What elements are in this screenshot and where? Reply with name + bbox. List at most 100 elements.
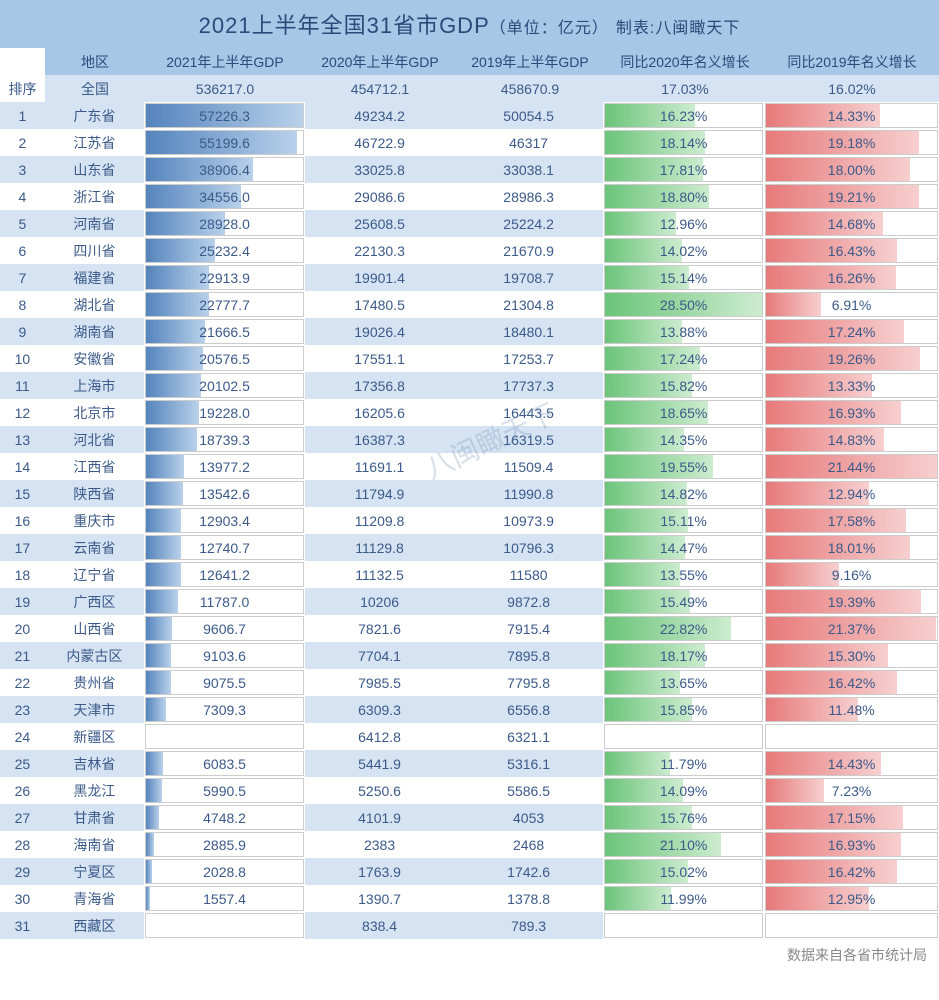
gdp2021-bar-cell: 18739.3 — [145, 427, 304, 452]
growth2020-bar-cell: 15.02% — [604, 859, 763, 884]
growth2019-bar-cell: 17.58% — [765, 508, 938, 533]
rank-cell: 5 — [0, 210, 45, 237]
growth2020-bar-cell: 14.35% — [604, 427, 763, 452]
region-cell: 河南省 — [45, 210, 144, 237]
gdp2019-cell: 18480.1 — [454, 318, 603, 345]
growth2019-bar-cell: 9.16% — [765, 562, 938, 587]
region-cell: 辽宁省 — [45, 561, 144, 588]
region-cell: 河北省 — [45, 426, 144, 453]
gdp2021-bar-cell: 19228.0 — [145, 400, 304, 425]
gdp2020-cell: 11794.9 — [305, 480, 454, 507]
rank-cell: 19 — [0, 588, 45, 615]
rank-cell: 3 — [0, 156, 45, 183]
growth2019-bar-cell: 13.33% — [765, 373, 938, 398]
table-row: 24新疆区6412.86321.1 — [0, 723, 939, 750]
gdp2020-cell: 46722.9 — [305, 129, 454, 156]
rank-cell: 11 — [0, 372, 45, 399]
gdp2020-cell: 17356.8 — [305, 372, 454, 399]
gdp-table-container: 2021上半年全国31省市GDP（单位：亿元） 制表:八闽瞰天下 地区 2021… — [0, 0, 939, 971]
table-row: 17云南省12740.711129.810796.314.47%18.01% — [0, 534, 939, 561]
growth2019-bar-cell: 17.15% — [765, 805, 938, 830]
gdp2021-bar-cell: 22913.9 — [145, 265, 304, 290]
growth2020-bar-cell: 18.14% — [604, 130, 763, 155]
region-cell: 西藏区 — [45, 912, 144, 939]
table-row: 8湖北省22777.717480.521304.828.50%6.91% — [0, 291, 939, 318]
growth2019-bar-cell: 19.21% — [765, 184, 938, 209]
rank-cell: 10 — [0, 345, 45, 372]
gdp2019-cell: 1742.6 — [454, 858, 603, 885]
table-row: 20山西省9606.77821.67915.422.82%21.37% — [0, 615, 939, 642]
gdp2020-cell: 11129.8 — [305, 534, 454, 561]
gdp2021-bar-cell: 22777.7 — [145, 292, 304, 317]
gdp2020-cell: 5441.9 — [305, 750, 454, 777]
growth2020-bar-cell: 13.65% — [604, 670, 763, 695]
growth2020-bar-cell: 16.23% — [604, 103, 763, 128]
title-main: 2021上半年全国31省市GDP — [199, 13, 490, 38]
region-cell: 新疆区 — [45, 723, 144, 750]
growth2020-bar-cell: 17.24% — [604, 346, 763, 371]
table-row: 12北京市19228.016205.616443.518.65%16.93% — [0, 399, 939, 426]
gdp2019-cell: 5316.1 — [454, 750, 603, 777]
footer-source: 数据来自各省市统计局 — [0, 939, 939, 971]
rank-cell: 6 — [0, 237, 45, 264]
growth2020-bar-cell: 21.10% — [604, 832, 763, 857]
rank-cell: 20 — [0, 615, 45, 642]
gdp2020-cell: 10206 — [305, 588, 454, 615]
growth2019-bar-cell: 21.37% — [765, 616, 938, 641]
gdp2021-bar-cell: 55199.6 — [145, 130, 304, 155]
gdp2019-cell: 10973.9 — [454, 507, 603, 534]
growth2019-bar-cell: 6.91% — [765, 292, 938, 317]
rank-cell: 4 — [0, 183, 45, 210]
gdp2020-cell: 17551.1 — [305, 345, 454, 372]
region-cell: 浙江省 — [45, 183, 144, 210]
table-row: 31西藏区838.4789.3 — [0, 912, 939, 939]
growth2019-bar-cell: 12.95% — [765, 886, 938, 911]
region-cell: 湖北省 — [45, 291, 144, 318]
growth2020-bar-cell: 18.17% — [604, 643, 763, 668]
gdp2021-bar-cell: 21666.5 — [145, 319, 304, 344]
growth2020-bar-cell: 18.65% — [604, 400, 763, 425]
rank-cell: 23 — [0, 696, 45, 723]
growth2020-bar-cell: 15.76% — [604, 805, 763, 830]
table-row: 28海南省2885.92383246821.10%16.93% — [0, 831, 939, 858]
region-cell: 上海市 — [45, 372, 144, 399]
gdp2021-bar-cell: 25232.4 — [145, 238, 304, 263]
growth2019-bar-cell: 16.93% — [765, 400, 938, 425]
rank-cell: 22 — [0, 669, 45, 696]
region-cell: 吉林省 — [45, 750, 144, 777]
col-2021: 2021年上半年GDP — [145, 48, 305, 75]
gdp2021-bar-cell: 2028.8 — [145, 859, 304, 884]
growth2019-bar-cell: 16.42% — [765, 670, 938, 695]
gdp2021-bar-cell: 2885.9 — [145, 832, 304, 857]
growth2019-bar-cell — [765, 724, 938, 749]
table-row: 22贵州省9075.57985.57795.813.65%16.42% — [0, 669, 939, 696]
gdp2019-cell: 6321.1 — [454, 723, 603, 750]
growth2019-bar-cell: 14.43% — [765, 751, 938, 776]
region-cell: 福建省 — [45, 264, 144, 291]
gdp2019-cell: 11580 — [454, 561, 603, 588]
gdp2020-cell: 838.4 — [305, 912, 454, 939]
table-row: 11上海市20102.517356.817737.315.82%13.33% — [0, 372, 939, 399]
gdp2019-cell: 789.3 — [454, 912, 603, 939]
gdp2020-cell: 4101.9 — [305, 804, 454, 831]
col-growth-2020: 同比2020年名义增长 — [605, 48, 765, 75]
table-row: 7福建省22913.919901.419708.715.14%16.26% — [0, 264, 939, 291]
rank-cell: 15 — [0, 480, 45, 507]
table-row: 3山东省38906.433025.833038.117.81%18.00% — [0, 156, 939, 183]
gdp2019-cell: 7895.8 — [454, 642, 603, 669]
gdp2021-bar-cell: 5990.5 — [145, 778, 304, 803]
gdp2020-cell: 19901.4 — [305, 264, 454, 291]
region-cell: 陕西省 — [45, 480, 144, 507]
title-unit: （单位：亿元） — [490, 20, 609, 37]
gdp2021-bar-cell: 20576.5 — [145, 346, 304, 371]
gdp2020-cell: 1390.7 — [305, 885, 454, 912]
gdp2021-bar-cell: 7309.3 — [145, 697, 304, 722]
gdp2021-bar-cell: 12740.7 — [145, 535, 304, 560]
growth2019-bar-cell: 18.01% — [765, 535, 938, 560]
rank-cell: 14 — [0, 453, 45, 480]
region-cell: 云南省 — [45, 534, 144, 561]
growth2019-bar-cell: 19.39% — [765, 589, 938, 614]
growth2019-bar-cell: 7.23% — [765, 778, 938, 803]
growth2020-bar-cell: 13.55% — [604, 562, 763, 587]
gdp2020-cell: 6309.3 — [305, 696, 454, 723]
